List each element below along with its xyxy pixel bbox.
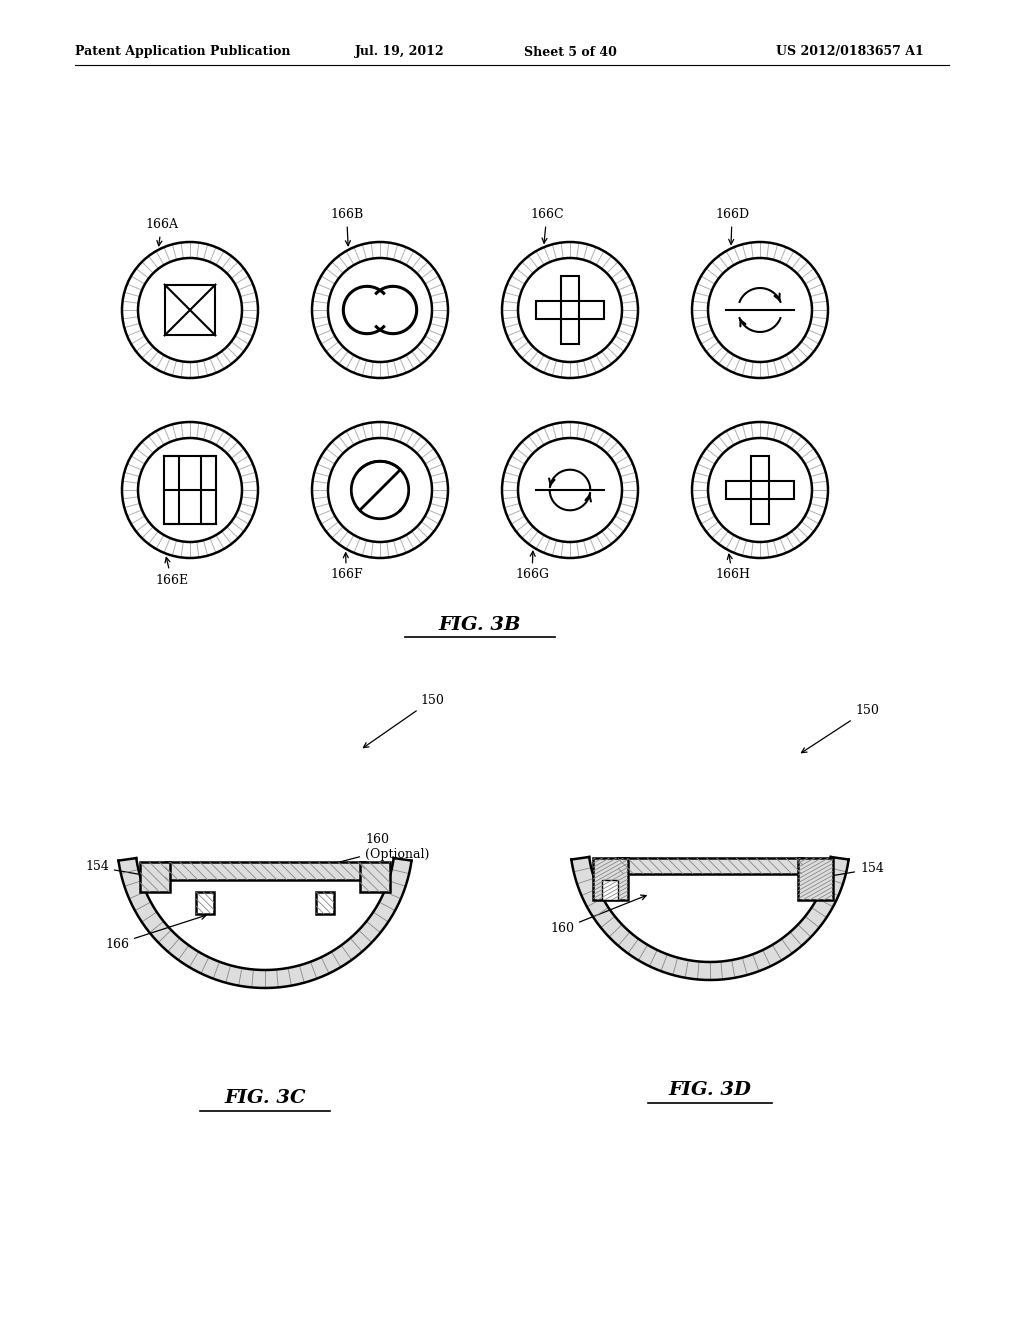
Text: 166A: 166A xyxy=(145,219,178,246)
Bar xyxy=(140,862,170,892)
Bar xyxy=(360,862,390,892)
Bar xyxy=(165,862,365,880)
Polygon shape xyxy=(119,858,412,987)
Text: 166B: 166B xyxy=(330,209,364,246)
Bar xyxy=(164,457,179,524)
Bar xyxy=(196,892,214,913)
Bar xyxy=(196,892,214,913)
Bar xyxy=(601,880,617,900)
Text: FIG. 3B: FIG. 3B xyxy=(438,616,521,634)
Text: 166F: 166F xyxy=(330,553,362,582)
Text: FIG. 3C: FIG. 3C xyxy=(224,1089,306,1107)
Bar xyxy=(537,301,604,319)
Text: Jul. 19, 2012: Jul. 19, 2012 xyxy=(355,45,444,58)
Bar xyxy=(140,862,170,892)
Bar xyxy=(165,285,215,335)
Text: 150: 150 xyxy=(364,693,443,747)
Bar xyxy=(593,858,628,900)
Text: 160
(Optional): 160 (Optional) xyxy=(309,833,429,871)
Text: 154: 154 xyxy=(85,861,151,878)
Bar xyxy=(798,858,833,900)
Bar xyxy=(798,858,833,900)
Text: Sheet 5 of 40: Sheet 5 of 40 xyxy=(523,45,616,58)
Bar xyxy=(316,892,334,913)
Text: FIG. 3D: FIG. 3D xyxy=(669,1081,752,1100)
Bar xyxy=(165,862,365,880)
Text: 150: 150 xyxy=(802,704,879,752)
Bar xyxy=(316,892,334,913)
Text: 166: 166 xyxy=(105,915,206,950)
Bar xyxy=(617,858,803,874)
Text: Patent Application Publication: Patent Application Publication xyxy=(75,45,291,58)
Text: 166E: 166E xyxy=(155,557,188,586)
Bar xyxy=(593,858,628,900)
Bar xyxy=(560,276,580,343)
Bar xyxy=(201,457,216,524)
Text: 154: 154 xyxy=(816,862,884,880)
Text: 166C: 166C xyxy=(530,209,563,243)
Text: US 2012/0183657 A1: US 2012/0183657 A1 xyxy=(776,45,924,58)
Bar xyxy=(617,858,803,874)
Bar xyxy=(360,862,390,892)
Text: 166G: 166G xyxy=(515,552,549,582)
Text: 166D: 166D xyxy=(715,209,750,244)
Text: 160: 160 xyxy=(550,895,646,936)
Bar xyxy=(726,480,794,499)
Text: 166H: 166H xyxy=(715,554,750,582)
Bar xyxy=(751,457,769,524)
Polygon shape xyxy=(571,857,849,979)
